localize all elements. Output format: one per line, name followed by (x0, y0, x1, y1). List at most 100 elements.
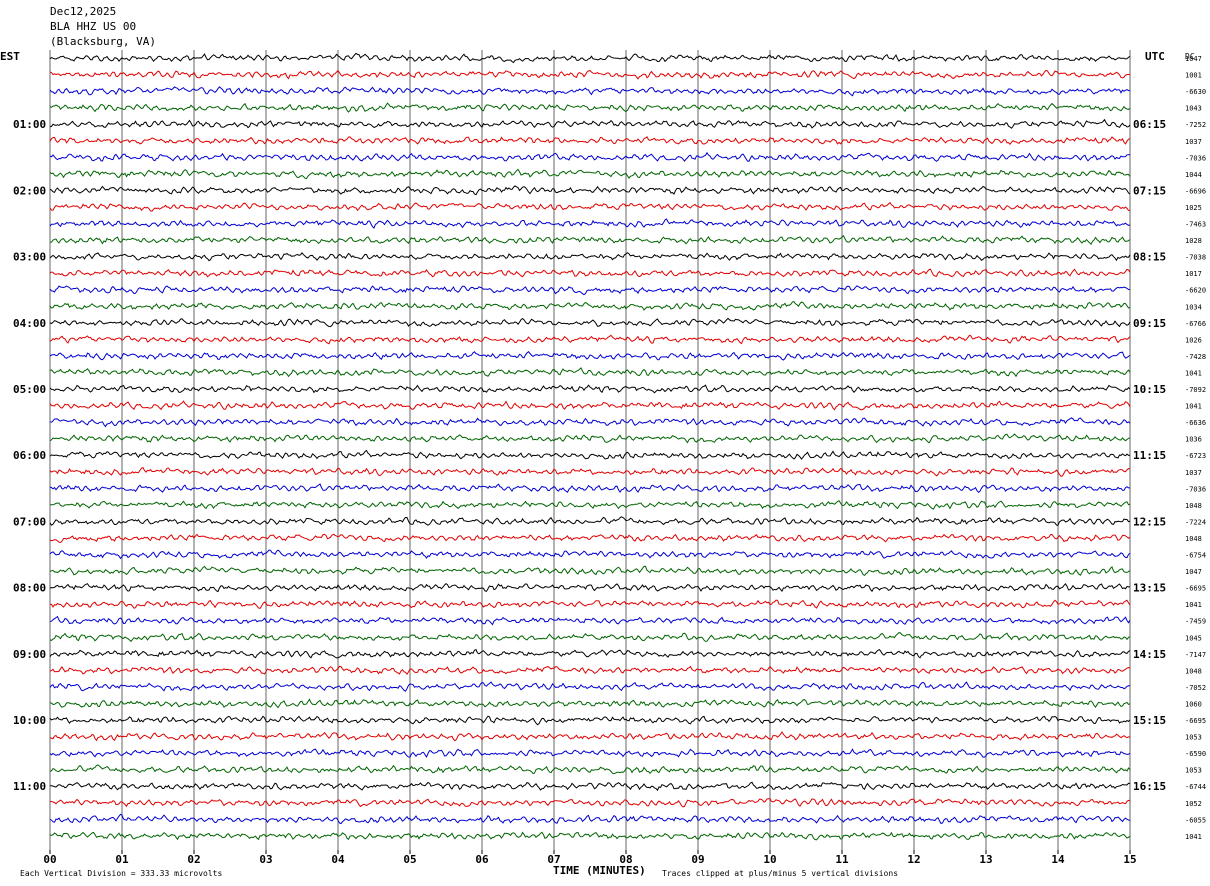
trace-39 (49, 681, 1131, 692)
dc-offset-label: 1047 (1185, 55, 1202, 63)
trace-42 (49, 731, 1131, 742)
est-hour-label: 08:00 (13, 582, 46, 595)
utc-hour-label: 14:15 (1133, 648, 1166, 661)
utc-hour-label: 10:15 (1133, 383, 1166, 396)
x-tick-label-00: 00 (43, 853, 56, 866)
trace-8 (49, 168, 1131, 180)
dc-offset-label: -7428 (1185, 353, 1206, 361)
trace-1 (49, 52, 1131, 64)
trace-45 (49, 781, 1131, 792)
trace-44 (49, 764, 1131, 775)
dc-offset-label: -7052 (1185, 684, 1206, 692)
dc-offset-label: -7224 (1185, 518, 1206, 526)
trace-36 (49, 632, 1131, 643)
x-tick-label-05: 05 (403, 853, 416, 866)
dc-offset-label: 1041 (1185, 403, 1202, 411)
dc-offset-label: 1060 (1185, 700, 1202, 708)
dc-offset-label: -7463 (1185, 221, 1206, 229)
trace-12 (49, 234, 1131, 246)
trace-16 (49, 301, 1131, 311)
trace-38 (49, 665, 1131, 676)
trace-37 (49, 648, 1131, 659)
dc-offset-label: -6620 (1185, 287, 1206, 295)
dc-offset-label: -6744 (1185, 783, 1206, 791)
dc-offset-label: 1044 (1185, 171, 1202, 179)
dc-offset-labels: 1047 1001 -6630 1043 -7252 1037 -7036 1044 -6696… (1185, 55, 1206, 841)
trace-18 (49, 334, 1131, 345)
dc-offset-label: -7252 (1185, 121, 1206, 129)
x-tick-label-09: 09 (691, 853, 704, 866)
dc-offset-label: 1048 (1185, 535, 1202, 543)
utc-hour-label: 06:15 (1133, 118, 1166, 131)
scale-note: Each Vertical Division = 333.33 microvol… (20, 869, 222, 878)
dc-offset-label: -6754 (1185, 552, 1206, 560)
utc-hour-label: 11:15 (1133, 449, 1166, 462)
trace-24 (49, 433, 1131, 444)
dc-offset-label: -6590 (1185, 750, 1206, 758)
header-date: Dec12,2025 (50, 5, 117, 18)
dc-offset-label: 1045 (1185, 634, 1202, 642)
trace-10 (49, 201, 1131, 212)
x-tick-label-13: 13 (979, 853, 992, 866)
utc-hour-label: 09:15 (1133, 317, 1166, 330)
trace-43 (49, 748, 1131, 758)
trace-4 (49, 102, 1131, 113)
trace-40 (50, 698, 1131, 709)
dc-offset-label: -6695 (1185, 717, 1206, 725)
est-hour-label: 10:00 (13, 714, 46, 727)
trace-28 (50, 500, 1131, 510)
est-hour-label: 07:00 (13, 515, 46, 528)
seismic-traces (49, 52, 1131, 841)
trace-25 (49, 449, 1131, 460)
trace-21 (49, 384, 1131, 394)
x-tick-label-15: 15 (1123, 853, 1136, 866)
dc-offset-label: 1028 (1185, 237, 1202, 245)
trace-9 (49, 185, 1131, 196)
est-hour-label: 02:00 (13, 184, 46, 197)
trace-3 (49, 86, 1131, 97)
x-tick-label-07: 07 (547, 853, 560, 866)
dc-offset-label: -7036 (1185, 485, 1206, 493)
dc-offset-label: -6766 (1185, 320, 1206, 328)
trace-15 (49, 285, 1130, 296)
x-axis-ticks: 00 01 02 03 04 05 06 07 08 09 10 11 12 13 14 15 (43, 850, 1137, 866)
dc-offset-label: 1025 (1185, 204, 1202, 212)
dc-offset-label: -6696 (1185, 187, 1206, 195)
trace-20 (49, 367, 1131, 378)
dc-offset-label: 1041 (1185, 833, 1202, 841)
x-tick-label-11: 11 (835, 853, 849, 866)
dc-offset-label: 1001 (1185, 72, 1202, 80)
clip-note: Traces clipped at plus/minus 5 vertical … (662, 869, 898, 878)
dc-offset-label: 1034 (1185, 303, 1202, 311)
dc-offset-label: 1037 (1185, 469, 1202, 477)
trace-34 (49, 599, 1131, 609)
trace-13 (49, 251, 1131, 262)
dc-offset-label: 1047 (1185, 568, 1202, 576)
utc-label: UTC (1145, 50, 1165, 63)
x-tick-label-04: 04 (331, 853, 345, 866)
dc-offset-label: -7038 (1185, 254, 1206, 262)
est-hour-label: 06:00 (13, 449, 46, 462)
trace-47 (49, 813, 1131, 825)
utc-hour-label: 15:15 (1133, 714, 1166, 727)
x-tick-label-06: 06 (475, 853, 489, 866)
dc-offset-label: -6630 (1185, 88, 1206, 96)
dc-offset-label: 1037 (1185, 138, 1202, 146)
trace-22 (49, 400, 1131, 411)
est-hour-label: 11:00 (13, 780, 46, 793)
x-tick-label-01: 01 (115, 853, 129, 866)
dc-offset-label: -6723 (1185, 452, 1206, 460)
dc-offset-label: -6055 (1185, 816, 1206, 824)
est-hour-label: 05:00 (13, 383, 46, 396)
x-tick-label-14: 14 (1051, 853, 1065, 866)
trace-17 (49, 317, 1131, 328)
est-hour-labels: 01:00 02:00 03:00 04:00 05:00 06:00 07:00 08:00… (13, 118, 46, 793)
trace-14 (49, 268, 1131, 278)
dc-offset-label: -6695 (1185, 585, 1206, 593)
est-hour-label: 01:00 (13, 118, 46, 131)
trace-33 (49, 582, 1131, 593)
dc-offset-label: 1041 (1185, 369, 1202, 377)
trace-35 (49, 615, 1131, 626)
x-tick-label-03: 03 (259, 853, 272, 866)
